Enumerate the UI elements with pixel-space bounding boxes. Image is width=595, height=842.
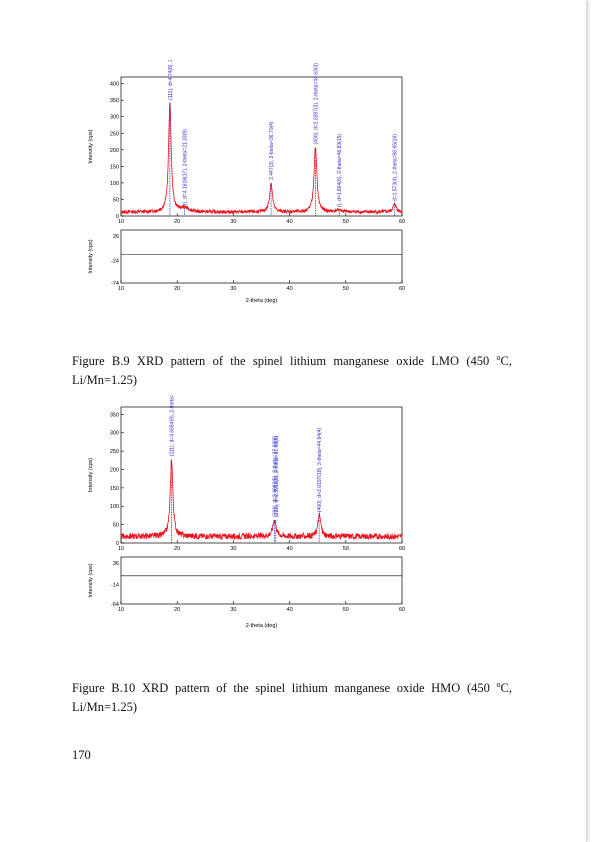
figure-b10-caption: Figure B.10 XRD pattern of the spinel li…	[72, 680, 512, 715]
peak-annotation: (222), d=2.3911(8), 2-theta=37.58(5)	[274, 435, 280, 516]
residual-x-tick-label: 50	[343, 286, 349, 292]
y-tick-label: 100	[110, 504, 119, 510]
x-axis-label: 2-theta (deg)	[246, 623, 278, 629]
peak-annotation: d=1.573(4), 2-theta=58.65(16)	[393, 134, 399, 201]
main-y-axis-label: Intensity (cps)	[88, 129, 94, 163]
residual-y-tick-label: -14	[111, 582, 119, 588]
x-tick-label: 50	[343, 546, 349, 552]
residual-y-tick-label: 26	[113, 234, 119, 240]
y-tick-label: 50	[113, 523, 119, 529]
x-tick-label: 30	[230, 219, 236, 225]
peak-annotation: (), d=4.1618(17), 2-theta=21.33(9)	[183, 129, 189, 205]
figure-b10-xrd-chart: 0 50 100 150 200 250 300 350 10 20 30 40 50 60 Intensi…	[88, 395, 405, 629]
residual-y-axis-label: Intensity (cps)	[88, 239, 94, 273]
residual-x-tick-label: 20	[174, 607, 180, 613]
residual-y-tick-label: 36	[113, 561, 119, 567]
residual-y-tick-label: -64	[111, 602, 119, 608]
peak-annotation: (111), d=4.74(8), 2-theta=18	[168, 60, 174, 100]
peak-annotation: (311), d=2.4082(5), 2-theta=37.33(2)	[272, 435, 278, 516]
residual-x-tick-label: 30	[230, 607, 236, 613]
x-tick-label: 50	[343, 219, 349, 225]
x-tick-label: 60	[399, 546, 405, 552]
x-tick-label: 30	[230, 546, 236, 552]
peak-annotation: (), d=1.864(6), 2-theta=48.83(15)	[337, 134, 343, 207]
y-tick-label: 50	[113, 197, 119, 203]
y-tick-label: 0	[116, 541, 119, 547]
residual-x-tick-label: 40	[287, 607, 293, 613]
y-tick-label: 350	[110, 412, 119, 418]
y-tick-label: 150	[110, 486, 119, 492]
y-tick-label: 200	[110, 148, 119, 154]
residual-x-tick-label: 20	[174, 286, 180, 292]
y-tick-label: 350	[110, 98, 119, 104]
residual-x-tick-label: 60	[399, 607, 405, 613]
x-axis-label: 2-theta (deg)	[246, 298, 278, 304]
residual-y-tick-label: -24	[111, 259, 119, 265]
y-tick-label: 400	[110, 82, 119, 88]
residual-y-tick-label: -74	[111, 281, 119, 287]
y-tick-label: 150	[110, 164, 119, 170]
main-y-axis-label: Intensity (cps)	[88, 458, 94, 492]
x-tick-label: 40	[287, 546, 293, 552]
residual-x-tick-label: 50	[343, 607, 349, 613]
residual-x-tick-label: 40	[287, 286, 293, 292]
x-tick-label: 40	[287, 219, 293, 225]
y-tick-label: 100	[110, 181, 119, 187]
x-tick-label: 10	[118, 546, 124, 552]
main-plot-frame	[120, 406, 403, 544]
xrd-pattern-line	[120, 460, 403, 541]
y-tick-label: 0	[116, 214, 119, 220]
peak-annotation: (400), d=2.0197(18), 2-theta=44.84(4)	[317, 428, 323, 513]
peak-annotation: (111), d=4.6684(9), 2-theta=1	[169, 395, 175, 456]
peak-annotation: 2.447(3), 2-theta=36.70(4)	[269, 121, 275, 180]
residual-x-tick-label: 60	[399, 286, 405, 292]
main-plot-frame	[120, 76, 403, 217]
residual-plot-frame	[120, 556, 403, 605]
x-tick-label: 20	[174, 219, 180, 225]
residual-x-tick-label: 10	[118, 286, 124, 292]
page-number: 170	[72, 748, 91, 762]
residual-y-axis-label: Intensity (cps)	[88, 563, 94, 597]
peak-annotation: (400), d=2.0287(3), 2-theta=44.63(3)	[314, 63, 320, 145]
x-tick-label: 60	[399, 219, 405, 225]
y-tick-label: 300	[110, 431, 119, 437]
x-tick-label: 10	[118, 219, 124, 225]
x-tick-label: 20	[174, 546, 180, 552]
y-tick-label: 300	[110, 115, 119, 121]
y-tick-label: 250	[110, 131, 119, 137]
xrd-pattern-line	[120, 102, 403, 215]
figure-b9-xrd-chart: 0 50 100 150 200 250 300 350 400 10 20 30 40 50 60 Inte…	[88, 60, 405, 304]
residual-x-tick-label: 30	[230, 286, 236, 292]
y-tick-label: 250	[110, 449, 119, 455]
residual-x-tick-label: 10	[118, 607, 124, 613]
residual-plot-frame	[120, 229, 403, 284]
y-tick-label: 200	[110, 467, 119, 473]
figure-b9-caption: Figure B.9 XRD pattern of the spinel lit…	[72, 353, 512, 388]
